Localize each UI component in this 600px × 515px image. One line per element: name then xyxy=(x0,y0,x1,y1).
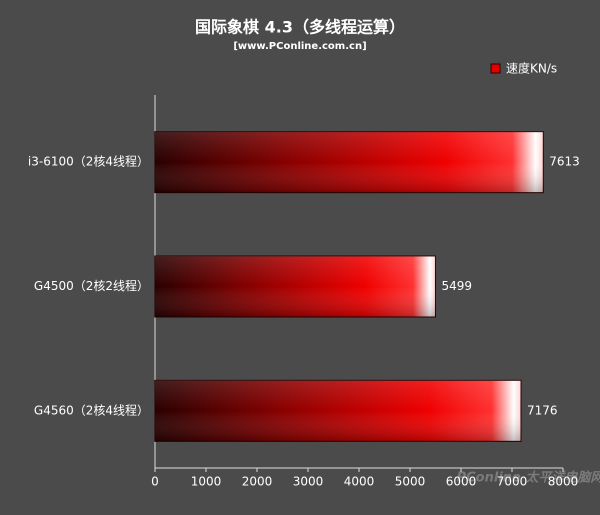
bar-shade xyxy=(155,380,521,442)
y-tick-label: G4560（2核4线程） xyxy=(34,402,149,417)
y-tick-label: i3-6100（2核4线程） xyxy=(28,154,149,169)
x-tick-label: 8000 xyxy=(548,475,579,489)
x-tick-label: 0 xyxy=(151,475,159,489)
chart-subtitle: [www.PConline.com.cn] xyxy=(233,41,366,52)
data-label: 5499 xyxy=(441,279,472,293)
legend-swatch xyxy=(490,63,501,74)
bar-shade xyxy=(155,131,544,193)
data-label: 7613 xyxy=(549,155,580,169)
x-tick-label: 1000 xyxy=(191,475,222,489)
x-tick-label: 4000 xyxy=(344,475,375,489)
y-tick-label: G4500（2核2线程） xyxy=(34,278,149,293)
x-tick-label: 2000 xyxy=(242,475,273,489)
x-tick-label: 3000 xyxy=(293,475,324,489)
x-tick-label: 6000 xyxy=(446,475,477,489)
bar-shade xyxy=(155,256,436,317)
legend-label: 速度KN/s xyxy=(506,61,557,76)
data-label: 7176 xyxy=(527,403,558,417)
x-tick-label: 7000 xyxy=(497,475,528,489)
watermark: PConline 太平洋电脑网 xyxy=(457,470,600,486)
chart-title: 国际象棋 4.3（多线程运算） xyxy=(195,18,405,37)
x-tick-label: 5000 xyxy=(395,475,426,489)
